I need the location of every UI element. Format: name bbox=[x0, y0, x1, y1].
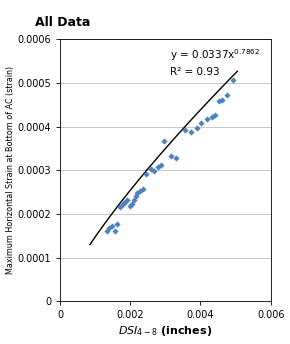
Point bbox=[152, 169, 157, 174]
Point bbox=[159, 162, 164, 168]
Point bbox=[168, 154, 173, 159]
Point bbox=[216, 99, 221, 104]
Point bbox=[155, 164, 160, 170]
Point bbox=[188, 129, 193, 135]
Point bbox=[120, 202, 125, 207]
Point bbox=[144, 171, 148, 176]
Point bbox=[112, 228, 117, 233]
Point bbox=[209, 114, 214, 120]
Point bbox=[123, 199, 127, 205]
Point bbox=[125, 197, 130, 203]
Point bbox=[135, 190, 140, 196]
Point bbox=[133, 193, 138, 198]
Point bbox=[110, 224, 114, 229]
Point bbox=[174, 155, 178, 161]
Point bbox=[213, 112, 218, 117]
Point bbox=[220, 97, 224, 103]
Point bbox=[127, 203, 132, 209]
Point bbox=[231, 77, 235, 82]
Point bbox=[148, 167, 153, 172]
Point bbox=[130, 202, 134, 207]
Point bbox=[140, 186, 145, 192]
Point bbox=[195, 125, 199, 130]
Y-axis label: Maximum Horizontal Strain at Bottom of AC (strain): Maximum Horizontal Strain at Bottom of A… bbox=[6, 66, 14, 275]
Point bbox=[182, 128, 187, 133]
Point bbox=[115, 221, 119, 226]
Point bbox=[161, 138, 166, 143]
X-axis label: $\mathit{DSI}_{4-8}$ (inches): $\mathit{DSI}_{4-8}$ (inches) bbox=[118, 324, 213, 338]
Point bbox=[199, 120, 204, 126]
Point bbox=[107, 225, 112, 231]
Point bbox=[131, 197, 136, 203]
Point bbox=[224, 93, 229, 98]
Point bbox=[117, 205, 122, 210]
Text: All Data: All Data bbox=[35, 16, 90, 29]
Point bbox=[138, 189, 142, 194]
Point bbox=[204, 116, 209, 122]
Point bbox=[105, 229, 110, 234]
Text: y = 0.0337x$^{0.7862}$
R² = 0.93: y = 0.0337x$^{0.7862}$ R² = 0.93 bbox=[170, 47, 260, 77]
